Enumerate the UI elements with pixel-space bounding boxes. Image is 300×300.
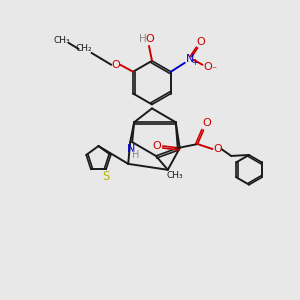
Text: O: O xyxy=(213,144,222,154)
Text: O: O xyxy=(202,118,211,128)
Text: +: + xyxy=(191,58,198,67)
Text: O: O xyxy=(111,60,120,70)
Text: O: O xyxy=(196,37,205,47)
Text: S: S xyxy=(102,170,110,183)
Text: N: N xyxy=(127,144,135,154)
Text: O: O xyxy=(203,62,212,72)
Text: CH₃: CH₃ xyxy=(53,35,70,44)
Text: N: N xyxy=(185,54,194,64)
Text: ⁻: ⁻ xyxy=(211,66,216,76)
Text: H: H xyxy=(139,34,147,44)
Text: CH₃: CH₃ xyxy=(167,171,183,180)
Text: H: H xyxy=(132,150,140,160)
Text: O: O xyxy=(146,34,154,44)
Text: CH₂: CH₂ xyxy=(75,44,92,53)
Text: O: O xyxy=(153,141,161,151)
